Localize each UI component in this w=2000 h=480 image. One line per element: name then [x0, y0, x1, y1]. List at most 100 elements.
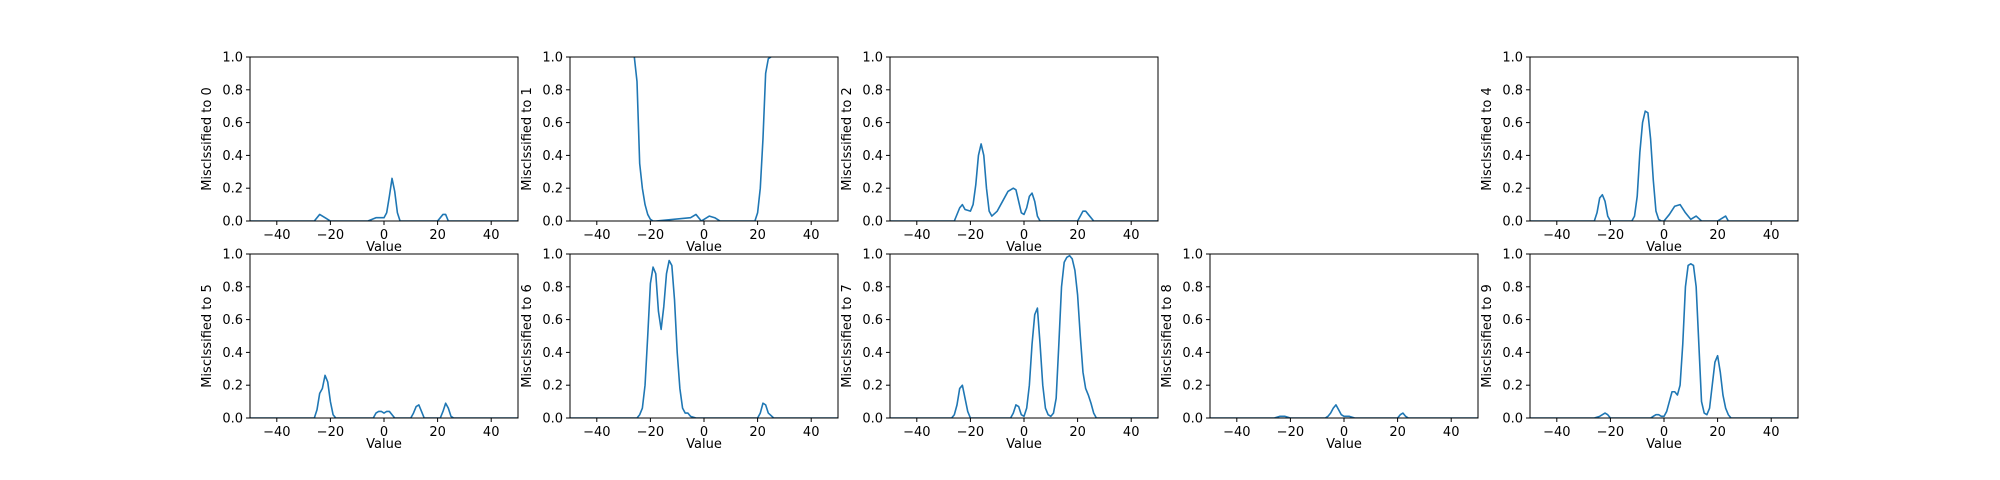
y-tick-label: 0.0: [862, 412, 883, 427]
y-tick-label: 0.2: [542, 379, 563, 394]
subplot-2: −40 −20 0 20 40 0.0 0.2 0.4 0.6 0.8 1.0 Value Miscls…: [840, 51, 1159, 255]
y-tick-label: 0.2: [1182, 379, 1203, 394]
x-tick-label: −20: [637, 425, 664, 440]
subplot-3: −40 −20 0 20 40 0.0 0.2 0.4 0.6 0.8 1.0 Value Miscls…: [1480, 51, 1799, 255]
subplot-8: −40 −20 0 20 40 0.0 0.2 0.4 0.6 0.8 1.0 Value Miscls…: [1480, 248, 1799, 452]
x-tick-label: 40: [483, 425, 500, 440]
y-tick-label: 0.8: [222, 280, 243, 295]
x-tick-label: 40: [483, 228, 500, 243]
x-tick-label: −20: [1597, 228, 1624, 243]
y-tick-label: 0.8: [1502, 280, 1523, 295]
y-axis-label: Misclssified to 6: [520, 284, 535, 388]
y-tick-label: 0.6: [862, 116, 883, 131]
y-axis-label: Misclssified to 5: [200, 284, 215, 388]
x-axis-label: Value: [1326, 437, 1362, 452]
plot-frame: [889, 253, 1159, 419]
y-tick-label: 1.0: [222, 248, 243, 263]
x-tick-label: 0: [1660, 228, 1668, 243]
plot-frame: [1209, 253, 1479, 419]
x-tick-label: 0: [700, 425, 708, 440]
x-axis-label: Value: [1006, 437, 1042, 452]
plot-frame: [249, 56, 519, 222]
x-tick-label: 0: [380, 228, 388, 243]
plot-frame: [889, 56, 1159, 222]
y-tick-label: 0.4: [1502, 149, 1523, 164]
y-tick-label: 1.0: [1182, 248, 1203, 263]
series-line: [250, 177, 518, 221]
y-tick-label: 1.0: [862, 248, 883, 263]
x-tick-label: 20: [749, 425, 766, 440]
series-line: [890, 143, 1158, 221]
plot-frame: [1529, 253, 1799, 419]
x-axis-label: Value: [1646, 437, 1682, 452]
y-tick-label: 0.0: [542, 412, 563, 427]
x-tick-label: −40: [1543, 228, 1570, 243]
x-tick-label: −40: [263, 228, 290, 243]
plot-frame: [569, 56, 839, 222]
x-tick-label: −20: [957, 425, 984, 440]
y-tick-label: 0.6: [222, 116, 243, 131]
y-tick-label: 0.8: [862, 280, 883, 295]
x-tick-label: 0: [1020, 425, 1028, 440]
x-axis-label: Value: [686, 437, 722, 452]
y-tick-label: 0.6: [1182, 313, 1203, 328]
y-tick-label: 0.6: [222, 313, 243, 328]
y-tick-label: 0.2: [222, 182, 243, 197]
y-tick-label: 0.6: [542, 116, 563, 131]
y-tick-label: 0.8: [222, 83, 243, 98]
y-tick-label: 1.0: [1502, 248, 1523, 263]
y-tick-label: 0.0: [542, 215, 563, 230]
y-axis-label: Misclssified to 0: [200, 87, 215, 191]
y-axis-label: Misclssified to 7: [840, 284, 855, 388]
plot-frame: [569, 253, 839, 419]
x-tick-label: −20: [317, 228, 344, 243]
y-tick-label: 0.4: [1502, 346, 1523, 361]
x-tick-label: 20: [429, 228, 446, 243]
x-tick-label: −20: [317, 425, 344, 440]
y-axis-label: Misclssified to 4: [1480, 87, 1495, 191]
x-tick-label: 40: [1123, 228, 1140, 243]
x-axis-label: Value: [366, 240, 402, 255]
x-tick-label: −20: [1277, 425, 1304, 440]
series-line: [1530, 263, 1798, 418]
series-line: [633, 57, 772, 221]
series-line: [1210, 404, 1478, 418]
x-tick-label: 20: [429, 425, 446, 440]
subplot-1: −40 −20 0 20 40 0.0 0.2 0.4 0.6 0.8 1.0 Value Miscls…: [520, 51, 839, 255]
subplot-7: −40 −20 0 20 40 0.0 0.2 0.4 0.6 0.8 1.0 Value Miscls…: [1160, 248, 1479, 452]
x-tick-label: −40: [583, 425, 610, 440]
x-tick-label: 20: [1069, 228, 1086, 243]
x-tick-label: −20: [957, 228, 984, 243]
y-tick-label: 0.0: [1182, 412, 1203, 427]
y-tick-label: 0.8: [1182, 280, 1203, 295]
y-axis-label: Misclssified to 8: [1160, 284, 1175, 388]
y-axis-label: Misclssified to 9: [1480, 284, 1495, 388]
x-tick-label: 40: [1763, 228, 1780, 243]
x-tick-label: 40: [1763, 425, 1780, 440]
subplot-6: −40 −20 0 20 40 0.0 0.2 0.4 0.6 0.8 1.0 Value Miscls…: [840, 248, 1159, 452]
y-tick-label: 0.6: [1502, 313, 1523, 328]
x-tick-label: 20: [1389, 425, 1406, 440]
y-tick-label: 0.2: [862, 182, 883, 197]
x-tick-label: 40: [1123, 425, 1140, 440]
y-tick-label: 0.4: [542, 149, 563, 164]
y-tick-label: 0.4: [222, 149, 243, 164]
x-tick-label: 0: [1340, 425, 1348, 440]
y-tick-label: 0.8: [542, 280, 563, 295]
x-tick-label: 40: [1443, 425, 1460, 440]
plot-frame: [249, 253, 519, 419]
x-tick-label: −40: [583, 228, 610, 243]
y-tick-label: 0.2: [862, 379, 883, 394]
x-axis-label: Value: [1006, 240, 1042, 255]
y-tick-label: 0.0: [222, 215, 243, 230]
series-line: [890, 254, 1158, 418]
x-tick-label: −20: [637, 228, 664, 243]
x-tick-label: 20: [749, 228, 766, 243]
x-tick-label: −40: [1543, 425, 1570, 440]
x-tick-label: −40: [1223, 425, 1250, 440]
y-tick-label: 0.4: [862, 346, 883, 361]
y-tick-label: 0.4: [542, 346, 563, 361]
x-tick-label: 0: [380, 425, 388, 440]
y-tick-label: 0.2: [1502, 379, 1523, 394]
